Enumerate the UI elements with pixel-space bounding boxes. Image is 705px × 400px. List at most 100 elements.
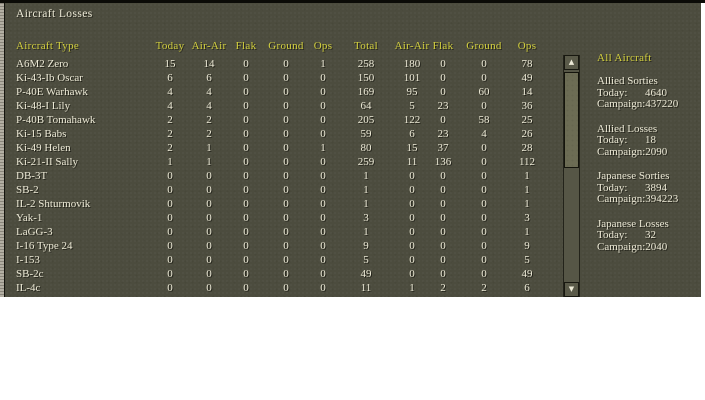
value-cell: 0 [409, 198, 415, 210]
value-cell: 0 [320, 128, 326, 140]
window-top-edge [0, 0, 705, 3]
table-row: I-153 0 0 0 0 0 5 0 0 0 5 [16, 253, 552, 267]
value-cell: 0 [167, 254, 173, 266]
value-cell: 5 [524, 254, 530, 266]
value-cell: 205 [357, 114, 375, 126]
value-cell: 0 [283, 58, 289, 70]
value-cell: 2 [167, 142, 173, 154]
value-cell: 1 [524, 184, 530, 196]
col-header-flak-total: Flak [432, 40, 454, 52]
value-cell: 0 [481, 268, 487, 280]
aircraft-type-cell: SB-2 [16, 184, 39, 196]
value-cell: 122 [403, 114, 421, 126]
col-header-total: Total [354, 40, 378, 52]
value-cell: 0 [243, 254, 249, 266]
value-cell: 0 [206, 170, 212, 182]
page-title: Aircraft Losses [16, 8, 93, 20]
value-cell: 0 [481, 254, 487, 266]
value-cell: 0 [283, 86, 289, 98]
stat-campaign-value: 437220 [645, 98, 679, 110]
value-cell: 0 [243, 142, 249, 154]
table-scrollbar[interactable]: ▲ ▼ [563, 55, 580, 297]
value-cell: 0 [243, 198, 249, 210]
value-cell: 64 [360, 100, 372, 112]
stat-line: Campaign:437220 [597, 98, 701, 111]
value-cell: 0 [440, 212, 446, 224]
value-cell: 0 [320, 282, 326, 294]
stat-line: Today: 3894 [597, 181, 701, 195]
scrollbar-track[interactable] [564, 70, 579, 282]
value-cell: 0 [283, 268, 289, 280]
value-cell: 0 [206, 254, 212, 266]
value-cell: 0 [440, 268, 446, 280]
value-cell: 0 [167, 226, 173, 238]
scroll-down-button[interactable]: ▼ [564, 282, 579, 297]
value-cell: 0 [320, 226, 326, 238]
value-cell: 2 [167, 114, 173, 126]
col-header-air-air-total: Air-Air [394, 40, 430, 52]
stat-line: Today: 4640 [597, 86, 701, 100]
value-cell: 0 [167, 184, 173, 196]
value-cell: 0 [409, 170, 415, 182]
value-cell: 5 [409, 100, 415, 112]
table-row: IL-2 Shturmovik 0 0 0 0 0 1 0 0 0 1 [16, 197, 552, 211]
value-cell: 0 [243, 282, 249, 294]
value-cell: 5 [363, 254, 369, 266]
value-cell: 2 [440, 282, 446, 294]
value-cell: 4 [206, 100, 212, 112]
arrow-up-icon: ▲ [568, 58, 575, 66]
value-cell: 0 [167, 170, 173, 182]
table-row: Ki-48-I Lily 4 4 0 0 0 64 5 23 0 36 [16, 99, 552, 113]
value-cell: 0 [320, 268, 326, 280]
table-row: P-40B Tomahawk 2 2 0 0 0 205 122 0 58 25 [16, 113, 552, 127]
value-cell: 15 [164, 58, 176, 70]
value-cell: 0 [320, 254, 326, 266]
value-cell: 78 [521, 58, 533, 70]
value-cell: 0 [409, 240, 415, 252]
value-cell: 0 [481, 142, 487, 154]
value-cell: 6 [167, 72, 173, 84]
value-cell: 0 [206, 282, 212, 294]
scrollbar-thumb[interactable] [564, 72, 579, 168]
col-header-aircraft-type: Aircraft Type [16, 40, 80, 52]
value-cell: 1 [363, 198, 369, 210]
value-cell: 26 [521, 128, 533, 140]
sidebar-title: All Aircraft [597, 52, 652, 64]
value-cell: 180 [403, 58, 421, 70]
stat-campaign-value: 2040 [645, 240, 668, 253]
table-row: DB-3T 0 0 0 0 0 1 0 0 0 1 [16, 169, 552, 183]
value-cell: 0 [481, 184, 487, 196]
value-cell: 0 [481, 156, 487, 168]
value-cell: 0 [283, 212, 289, 224]
stat-today-label: Today: [597, 134, 628, 146]
value-cell: 0 [283, 72, 289, 84]
stat-today-label: Today: [597, 181, 628, 194]
value-cell: 0 [440, 170, 446, 182]
value-cell: 0 [283, 254, 289, 266]
stat-campaign-label: Campaign: [597, 240, 646, 253]
stat-campaign-label: Campaign: [597, 98, 646, 110]
losses-table-body: A6M2 Zero 15 14 0 0 1 258 180 0 0 78 Ki-43-Ib Oscar… [16, 57, 552, 295]
stat-group: Allied Sorties Today: 4640 Campaign:437220 [597, 75, 701, 111]
value-cell: 6 [524, 282, 530, 294]
value-cell: 0 [440, 86, 446, 98]
value-cell: 60 [478, 86, 490, 98]
value-cell: 0 [243, 240, 249, 252]
aircraft-type-cell: Yak-1 [16, 212, 43, 224]
value-cell: 0 [283, 128, 289, 140]
stat-line: Campaign:2040 [597, 240, 701, 254]
value-cell: 0 [243, 72, 249, 84]
value-cell: 0 [283, 170, 289, 182]
value-cell: 0 [320, 170, 326, 182]
value-cell: 0 [243, 114, 249, 126]
value-cell: 0 [481, 240, 487, 252]
value-cell: 0 [243, 268, 249, 280]
col-header-ground-today: Ground [268, 40, 304, 52]
scroll-up-button[interactable]: ▲ [564, 55, 579, 70]
stat-today-value: 4640 [645, 86, 667, 99]
value-cell: 14 [521, 86, 533, 98]
value-cell: 0 [320, 212, 326, 224]
value-cell: 0 [243, 86, 249, 98]
value-cell: 0 [167, 268, 173, 280]
